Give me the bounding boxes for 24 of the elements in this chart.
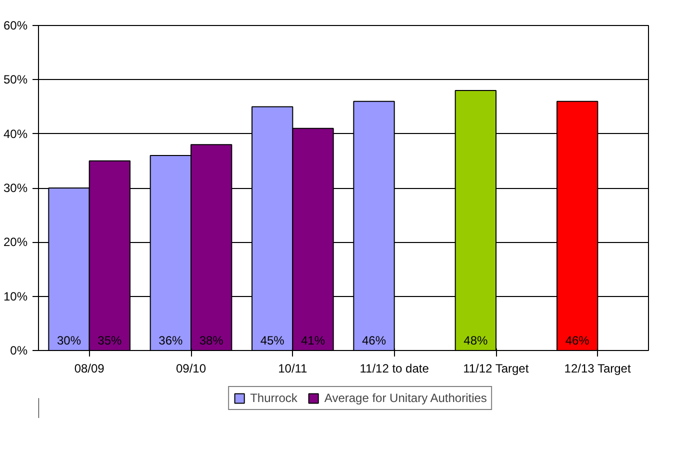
x-tick-label: 11/12 Target [463,362,530,376]
y-tick-label: 50% [3,72,28,87]
data-label: 46% [362,334,386,348]
legend-label: Average for Unitary Authorities [324,391,487,405]
data-label: 46% [565,334,590,348]
data-label: 30% [56,334,82,348]
x-tick-label: 10/11 [278,362,308,376]
x-tick-label: 11/12 to date [360,362,430,376]
data-label: 45% [260,334,285,348]
y-tick-label: 30% [3,181,28,195]
x-tick-label: 08/09 [74,362,105,376]
data-label: 48% [464,334,488,348]
data-label: 36% [158,334,184,348]
y-tick-label: 60% [3,18,28,32]
y-tick-label: 40% [3,126,28,141]
y-tick-label: 10% [3,289,28,304]
x-tick-label: 09/10 [176,362,206,376]
data-label: 38% [199,334,224,348]
legend-label: Thurrock [250,391,298,405]
y-tick-label: 20% [3,235,28,250]
data-label: 35% [98,334,122,348]
y-tick-label: 0% [10,344,28,358]
x-tick-label: 12/13 Target [564,362,632,376]
data-label: 41% [300,334,326,348]
